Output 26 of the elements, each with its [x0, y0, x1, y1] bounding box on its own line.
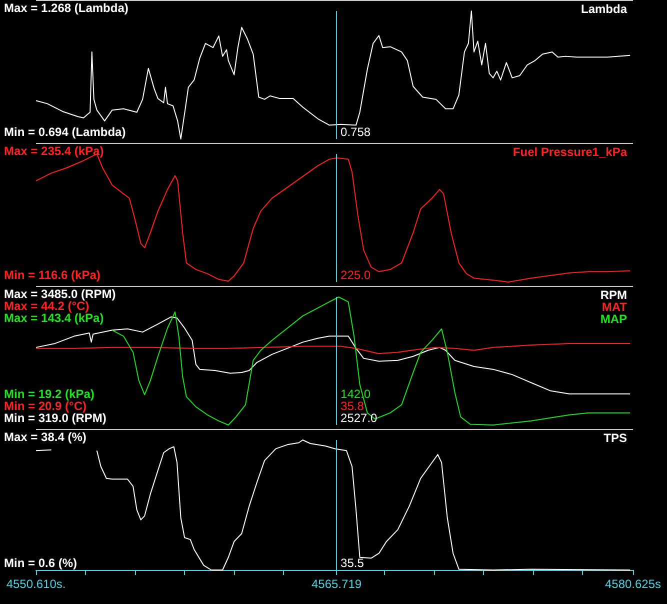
x-tick-label: 4565.719 — [311, 577, 362, 591]
x-tick-label: 4580.625s — [604, 577, 662, 591]
text: MAT — [602, 300, 628, 314]
annotation: Max = 44.2 (°C) — [4, 299, 90, 313]
text: TPS — [604, 431, 628, 445]
annotation: Min = 20.9 (°C) — [4, 399, 86, 413]
annotation: 2527.0 — [340, 411, 378, 425]
annotation: Max = 235.4 (kPa) — [4, 144, 104, 158]
annotation: Max = 38.4 (%) — [4, 430, 86, 444]
annotation: Max = 3485.0 (RPM) — [4, 287, 116, 301]
annotation: Min = 19.2 (kPa) — [4, 387, 94, 401]
text: RPM — [600, 288, 628, 302]
annotation: Min = 116.6 (kPa) — [4, 268, 100, 282]
annotation: 35.5 — [340, 556, 364, 570]
annotation: Max = 143.4 (kPa) — [4, 311, 104, 325]
annotation: 0.758 — [340, 125, 371, 139]
text: Lambda — [580, 2, 628, 16]
annotation: 225.0 — [340, 268, 371, 282]
annotation: 35.8 — [340, 399, 364, 413]
annotation: Min = 319.0 (RPM) — [4, 411, 106, 425]
annotation: Min = 0.6 (%) — [4, 556, 78, 570]
text: MAP — [600, 312, 628, 326]
annotation: Min = 0.694 (Lambda) — [4, 125, 126, 139]
x-tick-label: 4550.610s. — [6, 577, 66, 591]
text: Fuel Pressure1_kPa — [512, 145, 628, 159]
annotation: Max = 1.268 (Lambda) — [4, 1, 128, 15]
